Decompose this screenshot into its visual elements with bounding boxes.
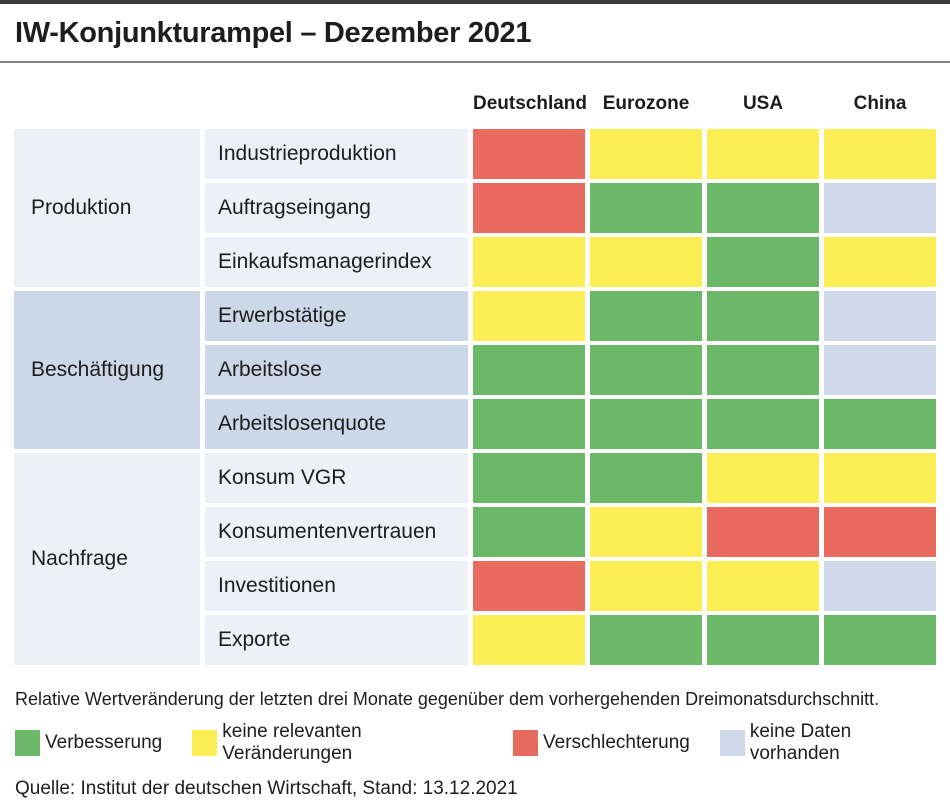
source-text: Quelle: Institut der deutschen Wirtschaf… [15, 778, 518, 799]
indicator-label-cell: Arbeitslosenquote [205, 399, 468, 449]
legend-label: Verbesserung [45, 732, 163, 753]
status-cell-red [824, 507, 936, 557]
status-cell-green [707, 399, 819, 449]
status-cell-yellow [824, 237, 936, 287]
green-swatch-icon [15, 730, 40, 756]
status-cell-green [590, 183, 702, 233]
status-cell-yellow [707, 453, 819, 503]
red-swatch-icon [513, 730, 539, 756]
footnote-text: Relative Wertveränderung der letzten dre… [15, 689, 880, 709]
column-header-deutschland: Deutschland [473, 93, 588, 114]
status-cell-red [473, 183, 585, 233]
status-cell-green [473, 345, 585, 395]
status-cell-green [824, 399, 936, 449]
status-cell-yellow [824, 129, 936, 179]
status-cell-green [590, 399, 702, 449]
status-cell-nodata [824, 561, 936, 611]
status-cell-green [707, 345, 819, 395]
status-cell-green [707, 291, 819, 341]
status-cell-green [590, 453, 702, 503]
indicator-label-cell: Konsumentenvertrauen [205, 507, 468, 557]
indicator-label-cell: Einkaufsmanagerindex [205, 237, 468, 287]
title-divider [0, 61, 950, 63]
column-header-eurozone: Eurozone [602, 93, 690, 114]
status-cell-nodata [824, 345, 936, 395]
status-cell-green [473, 399, 585, 449]
header-spacer [14, 93, 200, 117]
status-cell-nodata [824, 291, 936, 341]
status-cell-yellow [473, 615, 585, 665]
indicator-label-cell: Auftragseingang [205, 183, 468, 233]
status-cell-yellow [590, 129, 702, 179]
status-cell-yellow [824, 453, 936, 503]
legend-label: keine relevanten Veränderungen [222, 721, 362, 764]
legend-label: keine Daten vorhanden [749, 721, 852, 764]
status-cell-green [707, 615, 819, 665]
indicator-label-cell: Industrieproduktion [205, 129, 468, 179]
page-title: IW-Konjunkturampel – Dezember 2021 [15, 17, 532, 49]
status-cell-red [707, 507, 819, 557]
status-cell-green [473, 453, 585, 503]
yellow-swatch-icon [192, 730, 218, 756]
indicator-label-cell: Investitionen [205, 561, 468, 611]
status-cell-green [707, 183, 819, 233]
status-cell-green [473, 507, 585, 557]
status-cell-yellow [590, 237, 702, 287]
status-cell-yellow [707, 129, 819, 179]
legend-label: Verschlechterung [543, 732, 690, 753]
indicator-label-cell: Arbeitslose [205, 345, 468, 395]
status-cell-nodata [824, 183, 936, 233]
legend-item-improvement: Verbesserung [15, 730, 162, 756]
status-cell-green [590, 615, 702, 665]
column-header-row: Deutschland Eurozone USA China [14, 93, 936, 117]
indicator-label-cell: Konsum VGR [205, 453, 468, 503]
legend-item-no-data: keine Daten vorhanden [719, 721, 936, 765]
nodata-swatch-icon [719, 730, 745, 756]
status-cell-green [707, 237, 819, 287]
group-cell-produktion: Produktion [14, 129, 200, 287]
group-cell-nachfrage: Nachfrage [14, 453, 200, 665]
column-header-usa: USA [742, 93, 784, 114]
header-spacer [205, 93, 468, 117]
status-cell-green [590, 291, 702, 341]
status-cell-yellow [473, 237, 585, 287]
group-cell-besch-ftigung: Beschäftigung [14, 291, 200, 449]
legend: Verbesserung keine relevanten Veränderun… [15, 721, 936, 765]
status-cell-yellow [590, 507, 702, 557]
legend-item-deterioration: Verschlechterung [513, 730, 690, 756]
status-cell-green [590, 345, 702, 395]
status-cell-green [824, 615, 936, 665]
traffic-light-grid: Produktion Industrieproduktion Auftragsein… [14, 129, 936, 665]
top-border [0, 0, 950, 4]
indicator-label-cell: Exporte [205, 615, 468, 665]
status-cell-red [473, 129, 585, 179]
column-header-china: China [853, 93, 907, 114]
indicator-label-cell: Erwerbstätige [205, 291, 468, 341]
status-cell-yellow [590, 561, 702, 611]
status-cell-yellow [707, 561, 819, 611]
status-cell-red [473, 561, 585, 611]
legend-item-no-change: keine relevanten Veränderungen [192, 721, 483, 765]
status-cell-yellow [473, 291, 585, 341]
